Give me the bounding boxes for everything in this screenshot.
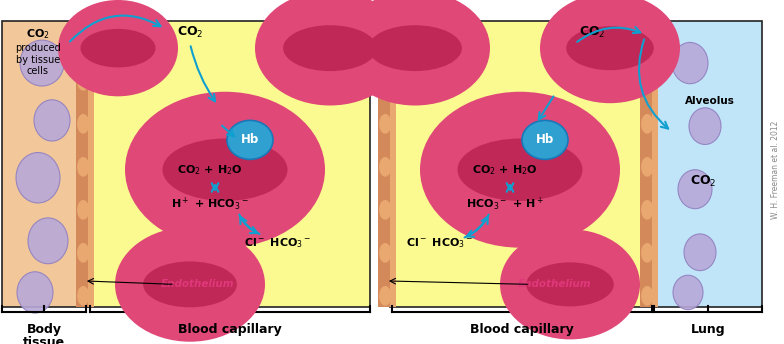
Text: Cl$^-$ HCO$_3$$^-$: Cl$^-$ HCO$_3$$^-$ (245, 236, 312, 250)
Ellipse shape (78, 115, 89, 133)
Text: CO$_2$: CO$_2$ (690, 174, 717, 189)
Ellipse shape (78, 72, 89, 90)
Bar (652, 21, 762, 307)
Text: CO$_2$ + H$_2$O: CO$_2$ + H$_2$O (177, 163, 243, 176)
Text: Endothelium: Endothelium (162, 279, 234, 289)
Ellipse shape (642, 158, 652, 176)
Ellipse shape (20, 40, 64, 86)
Ellipse shape (162, 139, 288, 201)
Bar (390, 21, 396, 307)
Ellipse shape (642, 201, 652, 219)
Text: Alveolus: Alveolus (685, 96, 735, 106)
Text: Endothelium: Endothelium (518, 279, 592, 289)
Ellipse shape (540, 0, 680, 103)
Ellipse shape (78, 201, 89, 219)
Ellipse shape (125, 92, 325, 248)
Bar (88, 21, 94, 307)
Text: Body: Body (27, 323, 61, 336)
Ellipse shape (642, 72, 652, 90)
Ellipse shape (17, 272, 53, 313)
Ellipse shape (379, 201, 390, 219)
Ellipse shape (642, 115, 652, 133)
Ellipse shape (28, 218, 68, 264)
Text: Lung: Lung (691, 323, 725, 336)
Text: Blood capillary: Blood capillary (470, 323, 574, 336)
Text: CO$_2$: CO$_2$ (579, 24, 605, 40)
Ellipse shape (642, 287, 652, 305)
Ellipse shape (379, 72, 390, 90)
Ellipse shape (566, 26, 654, 70)
Bar (88, 21, 370, 307)
Ellipse shape (379, 29, 390, 47)
Ellipse shape (283, 25, 377, 71)
Ellipse shape (58, 0, 178, 96)
Text: Hb: Hb (241, 133, 260, 147)
Ellipse shape (673, 275, 703, 310)
Ellipse shape (684, 234, 716, 271)
Text: CO$_2$ + H$_2$O: CO$_2$ + H$_2$O (472, 163, 538, 176)
Text: CO$_2$: CO$_2$ (26, 28, 50, 41)
Ellipse shape (500, 229, 640, 340)
Ellipse shape (143, 261, 237, 307)
Text: produced: produced (15, 43, 61, 53)
Text: Cl$^-$ HCO$_3$$^-$: Cl$^-$ HCO$_3$$^-$ (406, 236, 474, 250)
Text: H$^+$ + HCO$_3$$^-$: H$^+$ + HCO$_3$$^-$ (171, 195, 249, 213)
Ellipse shape (379, 244, 390, 262)
Ellipse shape (81, 29, 155, 67)
Text: Blood capillary: Blood capillary (178, 323, 282, 336)
Ellipse shape (78, 29, 89, 47)
Ellipse shape (368, 25, 462, 71)
Ellipse shape (78, 158, 89, 176)
Ellipse shape (526, 262, 614, 307)
Bar (378, 21, 390, 307)
Ellipse shape (78, 287, 89, 305)
Bar (640, 21, 652, 307)
Text: tissue: tissue (23, 336, 65, 344)
Bar (652, 21, 658, 307)
Text: W. H. Freeman et al. 2012: W. H. Freeman et al. 2012 (771, 120, 781, 219)
Text: Hb: Hb (536, 133, 554, 147)
Ellipse shape (379, 158, 390, 176)
Text: HCO$_3$$^-$ + H$^+$: HCO$_3$$^-$ + H$^+$ (466, 195, 544, 213)
Ellipse shape (340, 0, 490, 106)
Ellipse shape (16, 152, 60, 203)
Ellipse shape (522, 120, 568, 159)
Ellipse shape (227, 120, 273, 159)
Ellipse shape (379, 115, 390, 133)
Text: by tissue: by tissue (16, 55, 60, 65)
Ellipse shape (672, 42, 708, 84)
Ellipse shape (458, 139, 583, 201)
Ellipse shape (115, 227, 265, 342)
Ellipse shape (642, 29, 652, 47)
Text: cells: cells (27, 66, 49, 76)
Ellipse shape (689, 108, 721, 144)
Bar (2, 21, 88, 307)
Ellipse shape (78, 244, 89, 262)
Text: CO$_2$: CO$_2$ (176, 24, 203, 40)
Ellipse shape (678, 170, 712, 209)
Ellipse shape (379, 287, 390, 305)
Ellipse shape (34, 100, 70, 141)
Ellipse shape (420, 92, 620, 248)
Ellipse shape (642, 244, 652, 262)
Bar (76, 21, 88, 307)
Ellipse shape (255, 0, 405, 106)
Bar (390, 21, 652, 307)
